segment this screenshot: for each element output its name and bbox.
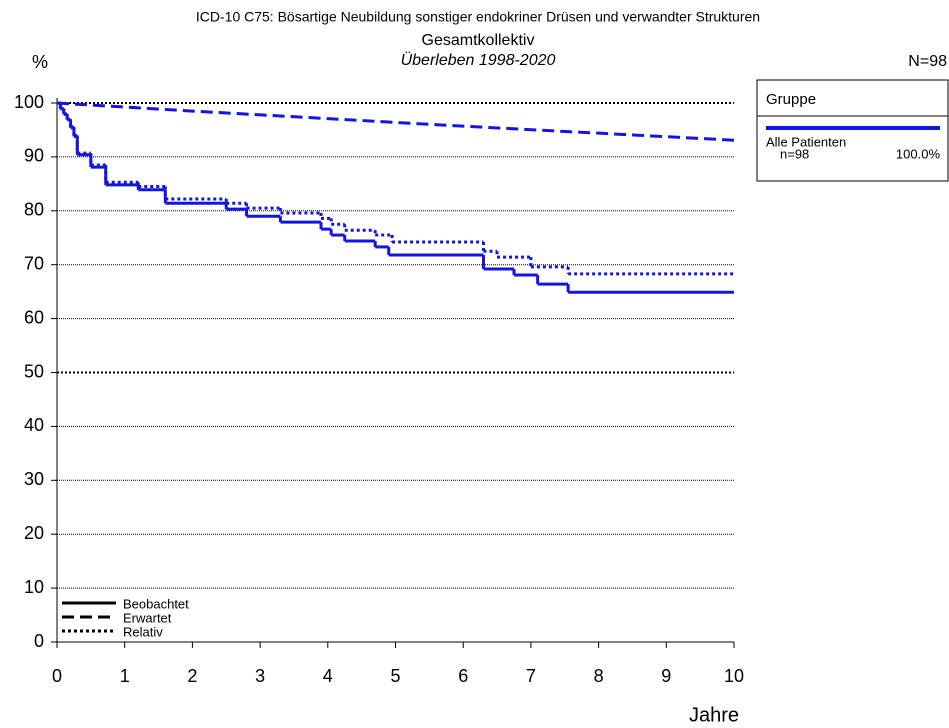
y-tick-label: 90 (24, 146, 44, 166)
x-tick-label: 8 (594, 666, 604, 686)
x-tick-label: 7 (526, 666, 536, 686)
y-tick-label: 10 (24, 577, 44, 597)
x-tick-label: 1 (120, 666, 130, 686)
legend-label: Erwartet (123, 610, 172, 625)
x-tick-label: 2 (187, 666, 197, 686)
x-tick-label: 10 (724, 666, 744, 686)
x-axis-label: Jahre (689, 704, 739, 726)
x-tick-label: 3 (255, 666, 265, 686)
y-tick-label: 20 (24, 523, 44, 543)
y-tick-label: 100 (14, 92, 44, 112)
y-tick-label: 60 (24, 307, 44, 327)
group-legend-title: Gruppe (766, 91, 816, 108)
chart-title: ICD-10 C75: Bösartige Neubildung sonstig… (196, 9, 760, 25)
period: Überleben 1998-2020 (401, 51, 556, 69)
y-tick-label: 40 (24, 415, 44, 435)
group-legend-percent: 100.0% (896, 146, 941, 161)
y-tick-label: 0 (34, 631, 44, 651)
y-axis-label: % (32, 52, 48, 72)
x-tick-label: 0 (52, 666, 62, 686)
y-tick-label: 80 (24, 200, 44, 220)
y-tick-label: 50 (24, 361, 44, 381)
x-tick-label: 6 (458, 666, 468, 686)
group-legend-box (756, 79, 949, 182)
y-tick-label: 70 (24, 253, 44, 273)
group-legend-n: n=98 (780, 146, 809, 161)
chart-subtitle: Gesamtkollektiv (422, 32, 535, 49)
x-tick-label: 4 (323, 666, 333, 686)
n-total: N=98 (908, 53, 947, 70)
y-tick-label: 30 (24, 469, 44, 489)
legend-label: Relativ (123, 624, 163, 639)
group-legend-label: Alle Patienten (766, 134, 846, 149)
x-tick-label: 9 (661, 666, 671, 686)
legend-label: Beobachtet (123, 596, 189, 611)
x-tick-label: 5 (390, 666, 400, 686)
curve (56, 101, 735, 142)
